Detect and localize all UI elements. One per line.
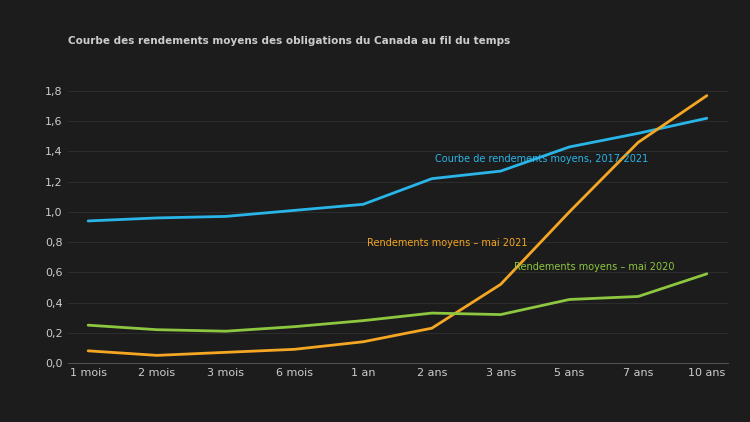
Text: Rendements moyens – mai 2020: Rendements moyens – mai 2020 [514,262,675,272]
Text: Rendements moyens – mai 2021: Rendements moyens – mai 2021 [367,238,527,248]
Text: Courbe des rendements moyens des obligations du Canada au fil du temps: Courbe des rendements moyens des obligat… [68,36,510,46]
Text: Courbe de rendements moyens, 2017-2021: Courbe de rendements moyens, 2017-2021 [435,154,649,164]
